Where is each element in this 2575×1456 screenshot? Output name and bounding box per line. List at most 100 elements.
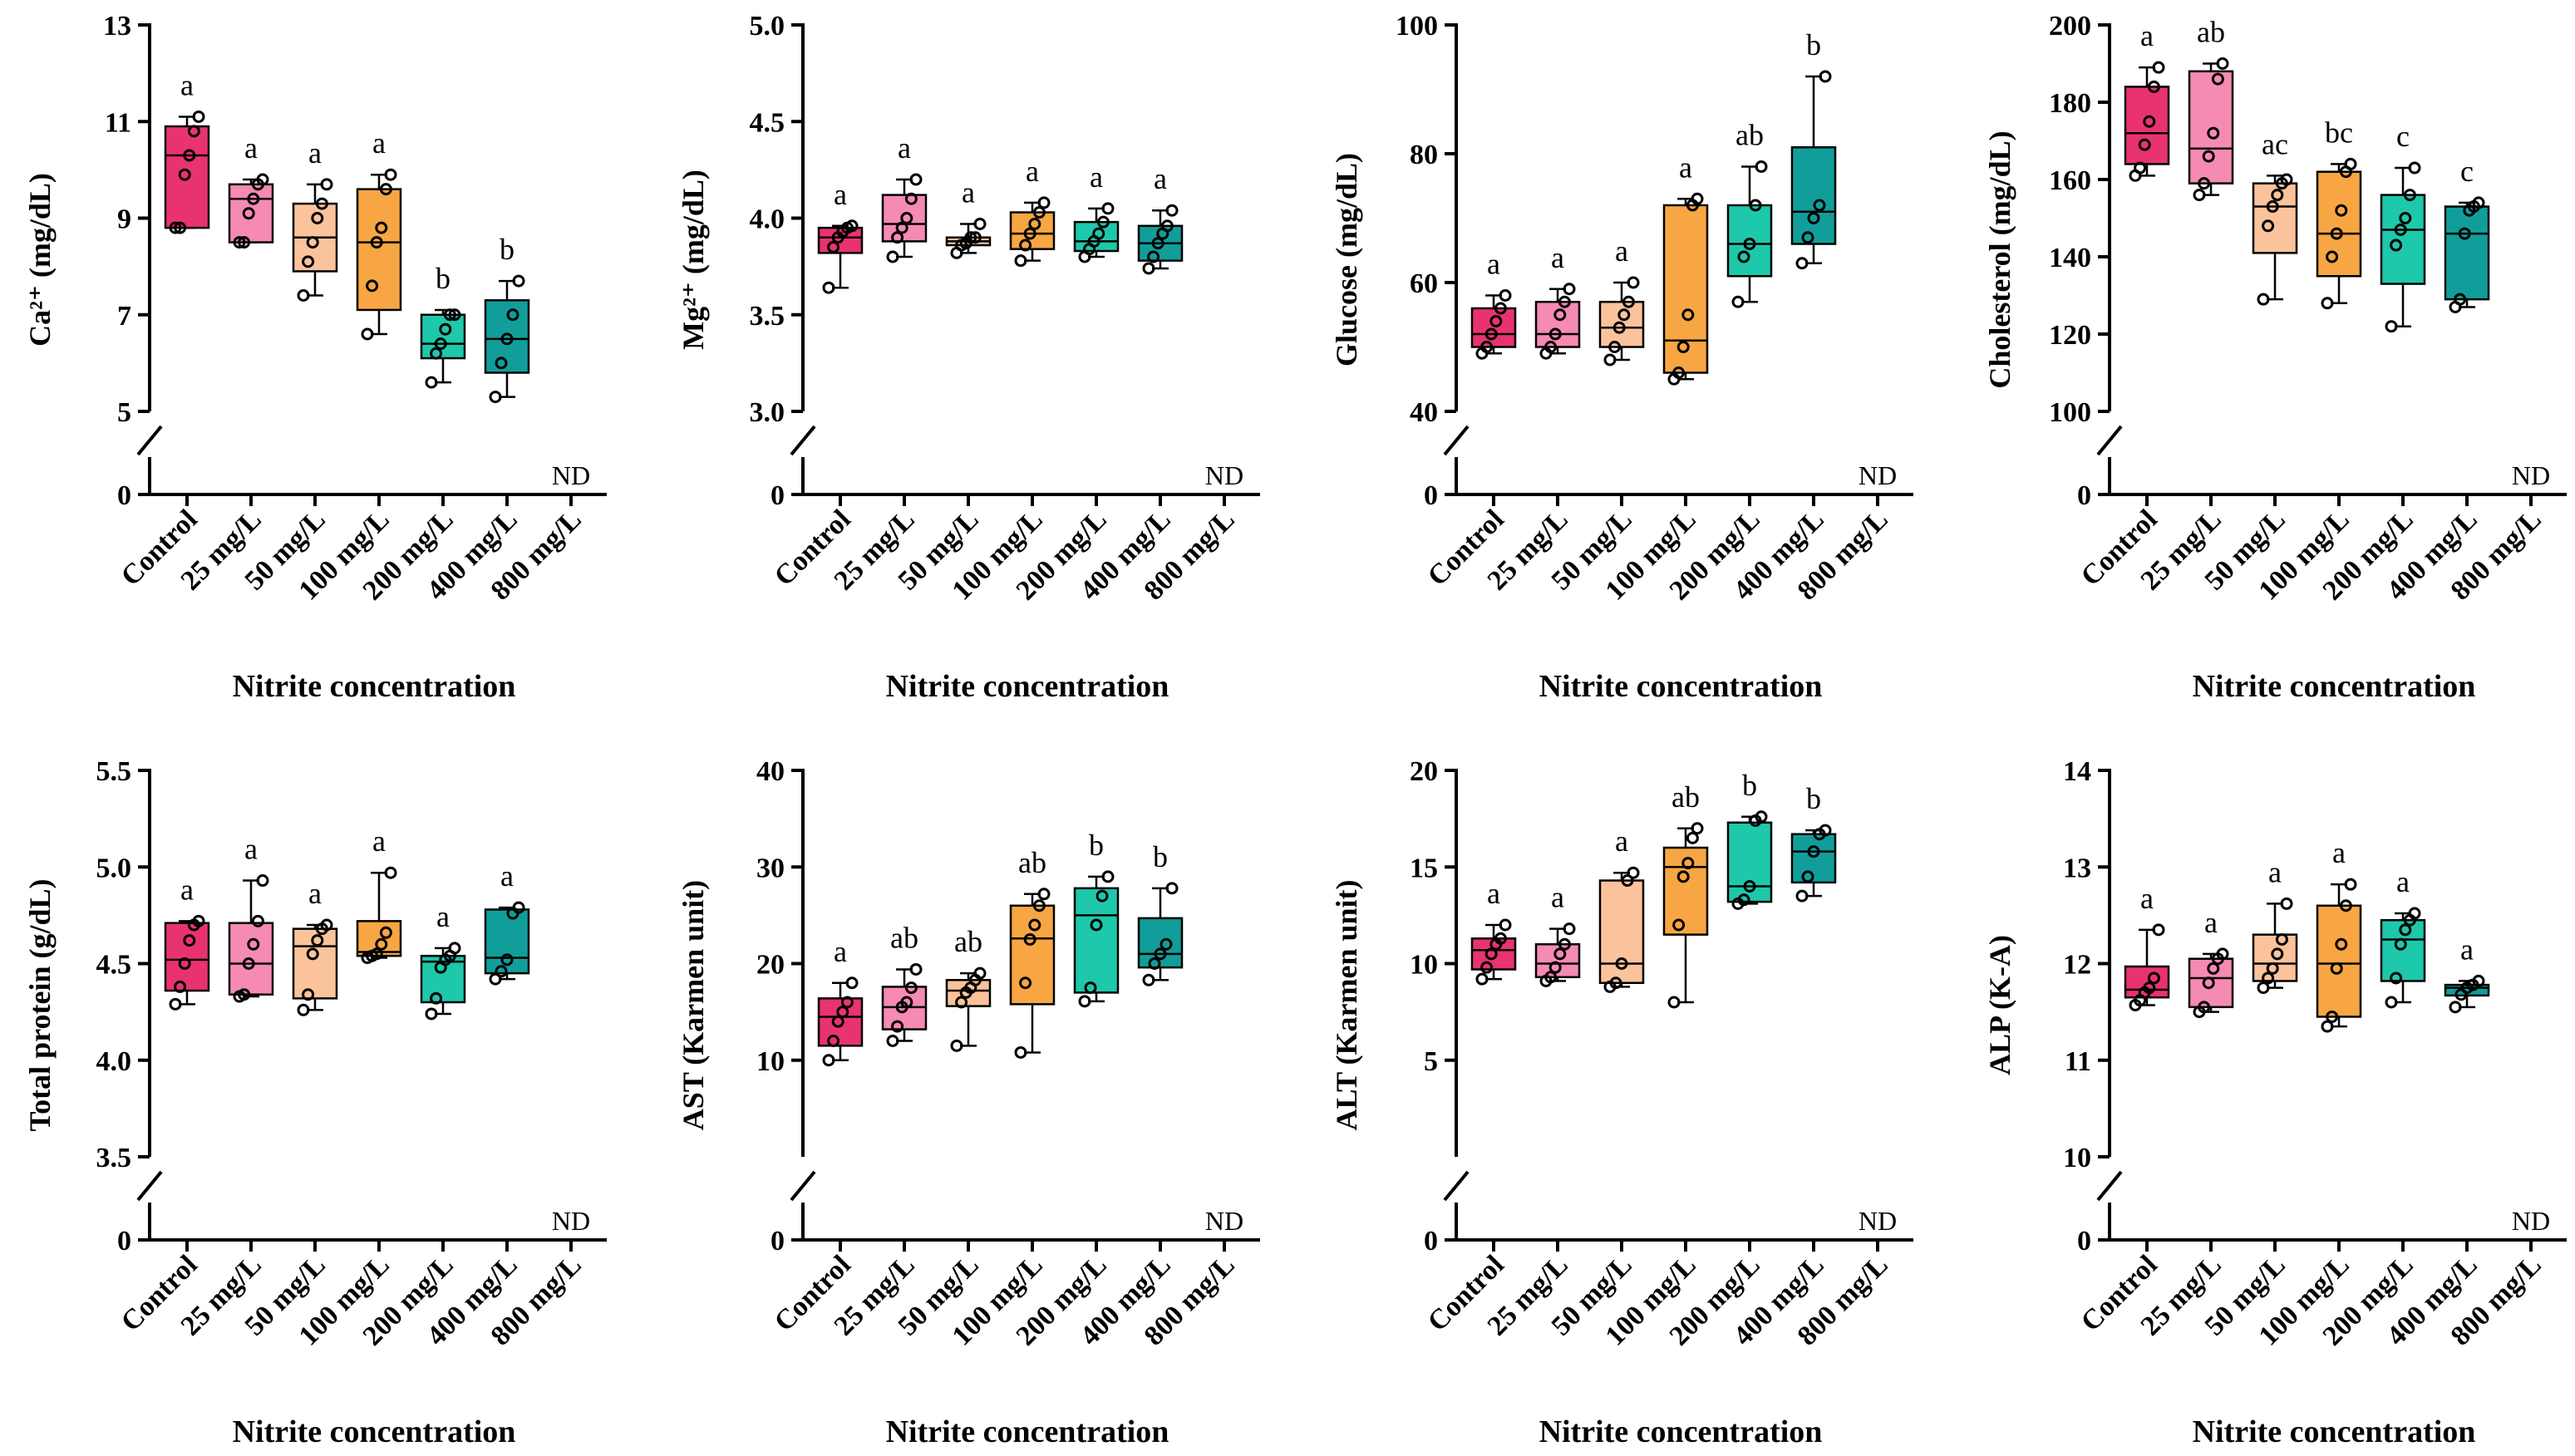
y-tick-label: 10	[756, 1046, 785, 1077]
data-point	[1563, 922, 1576, 936]
y-tick-label: 9	[117, 204, 131, 235]
data-point	[1731, 295, 1745, 308]
data-point	[831, 1015, 844, 1028]
data-point	[500, 332, 514, 346]
y-tick-label: 160	[2049, 165, 2091, 196]
data-point	[840, 996, 854, 1009]
data-point	[233, 236, 246, 249]
data-point	[1686, 831, 1699, 844]
data-point	[1160, 219, 1174, 233]
significance-letter: b	[1089, 829, 1104, 862]
data-point	[827, 240, 840, 253]
data-point	[845, 976, 859, 990]
significance-letter: a	[2268, 855, 2282, 888]
data-point	[169, 997, 182, 1011]
data-point	[247, 937, 260, 951]
data-point	[1819, 70, 1832, 83]
data-point	[1544, 341, 1558, 353]
data-point	[1755, 810, 1768, 824]
y-tick-label: 20	[1410, 756, 1438, 787]
data-point	[256, 173, 269, 186]
y-tick-label-zero: 0	[2077, 480, 2091, 511]
data-point	[2394, 223, 2407, 236]
data-point	[512, 274, 525, 288]
data-point	[955, 996, 968, 1009]
data-point	[2335, 937, 2348, 951]
nd-label: ND	[2512, 460, 2550, 490]
data-point	[1615, 957, 1628, 970]
box	[1726, 821, 1773, 903]
data-point	[2275, 932, 2288, 946]
box	[2444, 205, 2490, 301]
data-point	[2152, 61, 2165, 74]
data-point	[379, 926, 392, 939]
data-point	[886, 250, 899, 263]
data-point	[1147, 250, 1160, 263]
data-point	[2198, 177, 2211, 190]
data-point	[1548, 327, 1562, 341]
significance-letter: a	[2204, 906, 2218, 939]
data-point	[306, 236, 319, 249]
y-tick-label: 120	[2049, 320, 2091, 351]
box	[164, 125, 210, 229]
significance-letter: ab	[1736, 119, 1764, 152]
significance-letter: a	[372, 126, 386, 160]
data-point	[2280, 897, 2293, 910]
data-point	[1096, 215, 1110, 229]
data-point	[1095, 889, 1109, 903]
y-tick-label: 3.5	[96, 1143, 132, 1173]
significance-letter: a	[2140, 19, 2154, 52]
significance-letter: a	[372, 824, 386, 858]
y-tick-label: 13	[2063, 853, 2091, 883]
significance-letter: a	[2396, 865, 2410, 898]
data-point	[500, 953, 514, 967]
box	[228, 183, 274, 243]
significance-letter: ac	[2262, 127, 2288, 160]
significance-letter: a	[244, 131, 258, 165]
box	[164, 922, 210, 992]
significance-letter: c	[2460, 155, 2474, 188]
data-point	[2134, 161, 2147, 175]
data-point	[1142, 262, 1155, 275]
box	[2380, 918, 2426, 982]
y-tick-label: 5.5	[96, 756, 132, 787]
data-point	[1563, 283, 1576, 296]
data-point	[2458, 227, 2471, 240]
nd-label: ND	[1205, 1206, 1243, 1236]
data-point	[1755, 160, 1768, 173]
data-point	[2257, 981, 2270, 995]
data-point	[1807, 212, 1820, 224]
y-axis-label: ALP (K-A)	[1983, 935, 2016, 1075]
data-point	[1023, 227, 1036, 240]
y-axis-label: Cholesterol (mg/dL)	[1983, 130, 2016, 388]
significance-letter: a	[962, 175, 975, 209]
data-point	[256, 874, 269, 888]
data-point	[192, 914, 205, 927]
data-point	[1795, 889, 1809, 903]
data-point	[448, 308, 461, 322]
significance-letter: a	[1551, 881, 1564, 914]
data-point	[1681, 857, 1695, 870]
data-point	[361, 327, 374, 341]
data-point	[2266, 200, 2279, 214]
significance-letter: a	[1551, 241, 1564, 274]
data-point	[448, 942, 461, 955]
data-point	[1749, 199, 1762, 212]
data-point	[1014, 1045, 1027, 1059]
y-tick-label: 4.0	[750, 204, 785, 235]
significance-letter: a	[2140, 882, 2154, 915]
data-point	[968, 231, 982, 244]
data-point	[909, 173, 923, 186]
box	[1009, 904, 1056, 1006]
data-point	[311, 934, 324, 947]
box	[292, 927, 338, 1000]
data-point	[1019, 976, 1032, 990]
data-point	[242, 207, 255, 220]
data-point	[964, 231, 977, 244]
y-tick-label: 80	[1410, 140, 1438, 170]
nd-label: ND	[552, 460, 590, 490]
data-point	[174, 980, 187, 993]
data-point	[1691, 822, 1704, 835]
box	[356, 188, 402, 312]
data-point	[430, 347, 443, 360]
